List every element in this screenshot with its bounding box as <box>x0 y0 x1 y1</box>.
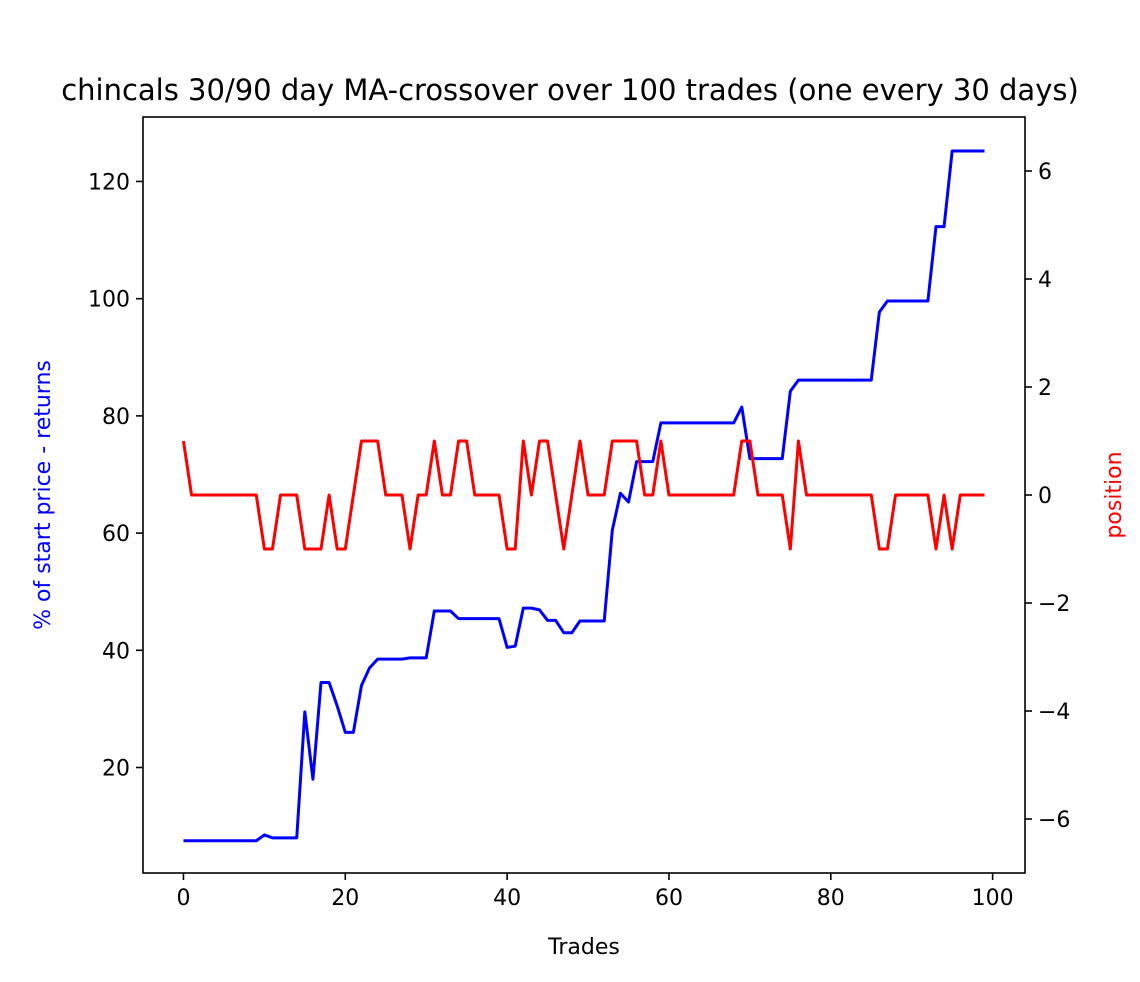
y-left-tick-label: 60 <box>102 522 130 547</box>
y-axis-left-label: % of start price - returns <box>31 360 56 630</box>
chart-title: chincals 30/90 day MA-crossover over 100… <box>61 73 1079 107</box>
x-tick-label: 80 <box>817 886 845 911</box>
position-series-line <box>181 439 985 551</box>
y-right-tick-label: −4 <box>1038 700 1070 725</box>
y-right-tick-label: 2 <box>1038 376 1052 401</box>
y-right-tick-label: 4 <box>1038 268 1052 293</box>
returns-series-line <box>183 149 985 843</box>
y-axis-right-label: position <box>1102 451 1127 538</box>
x-axis-label: Trades <box>547 935 620 960</box>
axes: 0 20 40 60 80 100 20 40 60 80 100 120 −6 −4 −2 0 2 4 6 <box>88 160 1070 911</box>
x-tick-label: 0 <box>176 886 190 911</box>
y-right-tick-label: 6 <box>1038 160 1052 185</box>
x-tick-label: 60 <box>655 886 683 911</box>
y-right-tick-label: −2 <box>1038 592 1070 617</box>
y-right-tick-label: 0 <box>1038 484 1052 509</box>
y-left-tick-label: 20 <box>102 757 130 782</box>
x-tick-label: 40 <box>493 886 521 911</box>
y-left-tick-label: 100 <box>88 288 130 313</box>
y-left-tick-label: 120 <box>88 170 130 195</box>
y-left-tick-label: 80 <box>102 405 130 430</box>
x-tick-label: 20 <box>331 886 359 911</box>
plot-area <box>181 149 985 843</box>
y-left-tick-label: 40 <box>102 639 130 664</box>
y-right-tick-label: −6 <box>1038 808 1070 833</box>
x-tick-label: 100 <box>972 886 1014 911</box>
plot-frame <box>142 116 1026 874</box>
